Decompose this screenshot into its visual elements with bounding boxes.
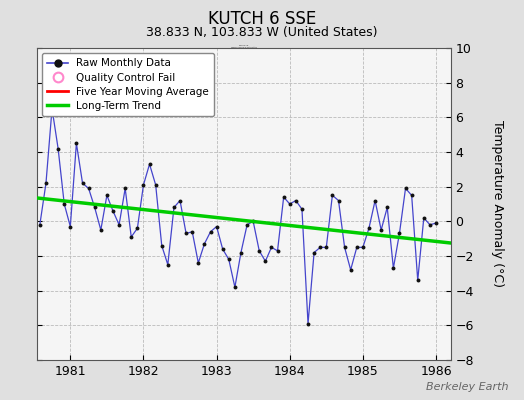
Point <box>316 244 324 250</box>
Point <box>420 215 428 221</box>
Point <box>432 220 440 226</box>
Point <box>206 228 215 235</box>
Point <box>425 222 434 228</box>
Point <box>389 265 398 271</box>
Title: KUTCH 6 SSE
38.833 N, 103.833 W (United States): KUTCH 6 SSE 38.833 N, 103.833 W (United … <box>231 45 257 48</box>
Y-axis label: Temperature Anomaly (°C): Temperature Anomaly (°C) <box>490 120 504 288</box>
Point <box>163 262 172 268</box>
Point <box>151 182 160 188</box>
Point <box>413 277 422 284</box>
Point <box>188 228 196 235</box>
Point <box>158 242 166 249</box>
Point <box>127 234 135 240</box>
Point <box>139 182 148 188</box>
Point <box>328 192 336 198</box>
Point <box>255 248 264 254</box>
Point <box>231 284 239 290</box>
Point <box>170 204 178 211</box>
Point <box>401 185 410 192</box>
Point <box>194 260 202 266</box>
Point <box>346 267 355 273</box>
Text: KUTCH 6 SSE: KUTCH 6 SSE <box>208 10 316 28</box>
Point <box>298 206 306 212</box>
Point <box>322 244 331 250</box>
Point <box>109 208 117 214</box>
Point <box>249 218 257 224</box>
Point <box>42 180 50 186</box>
Point <box>304 320 312 327</box>
Point <box>359 244 367 250</box>
Point <box>219 246 227 252</box>
Point <box>365 225 373 232</box>
Point <box>353 244 361 250</box>
Point <box>243 222 252 228</box>
Point <box>286 201 294 207</box>
Point <box>60 201 69 207</box>
Point <box>91 204 99 211</box>
Point <box>121 185 129 192</box>
Point <box>341 244 349 250</box>
Point <box>212 223 221 230</box>
Point <box>72 140 81 146</box>
Point <box>182 230 190 237</box>
Point <box>145 161 154 167</box>
Text: 38.833 N, 103.833 W (United States): 38.833 N, 103.833 W (United States) <box>146 26 378 39</box>
Point <box>115 222 123 228</box>
Point <box>96 227 105 233</box>
Point <box>200 241 209 247</box>
Point <box>103 192 111 198</box>
Point <box>36 222 44 228</box>
Point <box>84 185 93 192</box>
Text: Berkeley Earth: Berkeley Earth <box>426 382 508 392</box>
Point <box>383 204 391 211</box>
Point <box>292 197 300 204</box>
Point <box>408 192 416 198</box>
Point <box>237 249 245 256</box>
Point <box>54 145 62 152</box>
Legend: Raw Monthly Data, Quality Control Fail, Five Year Moving Average, Long-Term Tren: Raw Monthly Data, Quality Control Fail, … <box>42 53 214 116</box>
Point <box>133 225 141 232</box>
Point <box>377 227 385 233</box>
Point <box>274 248 282 254</box>
Point <box>66 223 74 230</box>
Point <box>225 256 233 263</box>
Point <box>395 230 403 237</box>
Point <box>48 106 56 112</box>
Point <box>279 194 288 200</box>
Point <box>176 197 184 204</box>
Point <box>261 258 269 264</box>
Point <box>79 180 87 186</box>
Point <box>334 197 343 204</box>
Point <box>371 197 379 204</box>
Point <box>310 249 318 256</box>
Point <box>267 244 276 250</box>
